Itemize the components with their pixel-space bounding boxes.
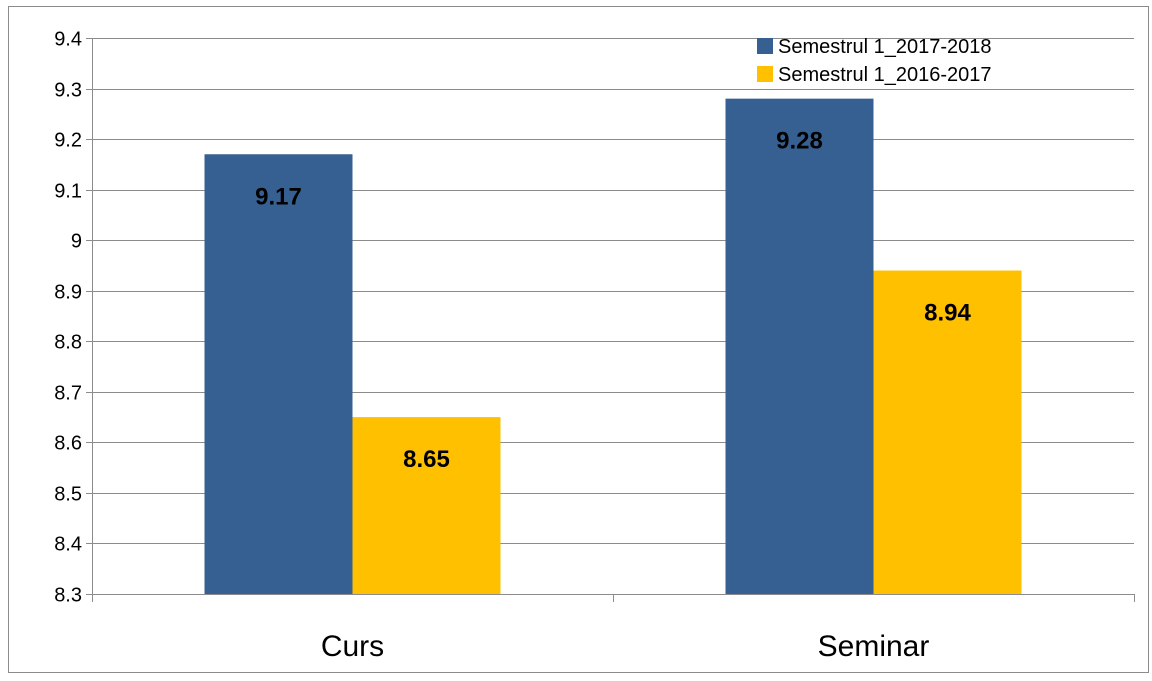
axes	[92, 38, 1135, 602]
y-tick-label: 9	[71, 231, 82, 253]
bar	[873, 270, 1022, 594]
data-labels: 9.17 8.65 9.28 8.94	[255, 128, 971, 473]
legend: Semestrul 1_2017-2018 Semestrul 1_2016-20…	[757, 36, 991, 86]
data-label: 9.17	[255, 183, 302, 210]
y-axis-ticks: 8.3 8.4 8.5 8.6 8.7 8.8 8.9 9 9.1 9.2 9.3 9.4	[54, 29, 92, 607]
y-tick-label: 8.4	[54, 534, 82, 556]
bars	[204, 98, 1022, 595]
data-label: 9.28	[776, 128, 823, 155]
y-tick-label: 8.6	[54, 433, 82, 455]
legend-label: Semestrul 1_2016-2017	[778, 64, 991, 86]
y-tick-label: 8.9	[54, 282, 82, 304]
y-tick-label: 9.1	[54, 181, 82, 203]
y-tick-label: 8.7	[54, 383, 82, 405]
legend-swatch	[757, 38, 773, 54]
y-tick-label: 8.5	[54, 484, 82, 506]
x-tick-label: Seminar	[818, 630, 930, 663]
data-label: 8.65	[403, 446, 450, 473]
y-tick-label: 9.4	[54, 29, 82, 51]
y-tick-label: 8.8	[54, 332, 82, 354]
x-tick-label: Curs	[321, 630, 384, 663]
y-tick-label: 9.3	[54, 80, 82, 102]
bar	[204, 154, 353, 594]
y-tick-label: 8.3	[54, 585, 82, 607]
data-label: 8.94	[924, 300, 971, 327]
x-axis-ticks: Curs Seminar	[321, 630, 930, 663]
legend-label: Semestrul 1_2017-2018	[778, 36, 991, 58]
legend-swatch	[757, 66, 773, 82]
y-tick-label: 9.2	[54, 130, 82, 152]
bar	[352, 417, 501, 594]
bar	[725, 98, 874, 595]
